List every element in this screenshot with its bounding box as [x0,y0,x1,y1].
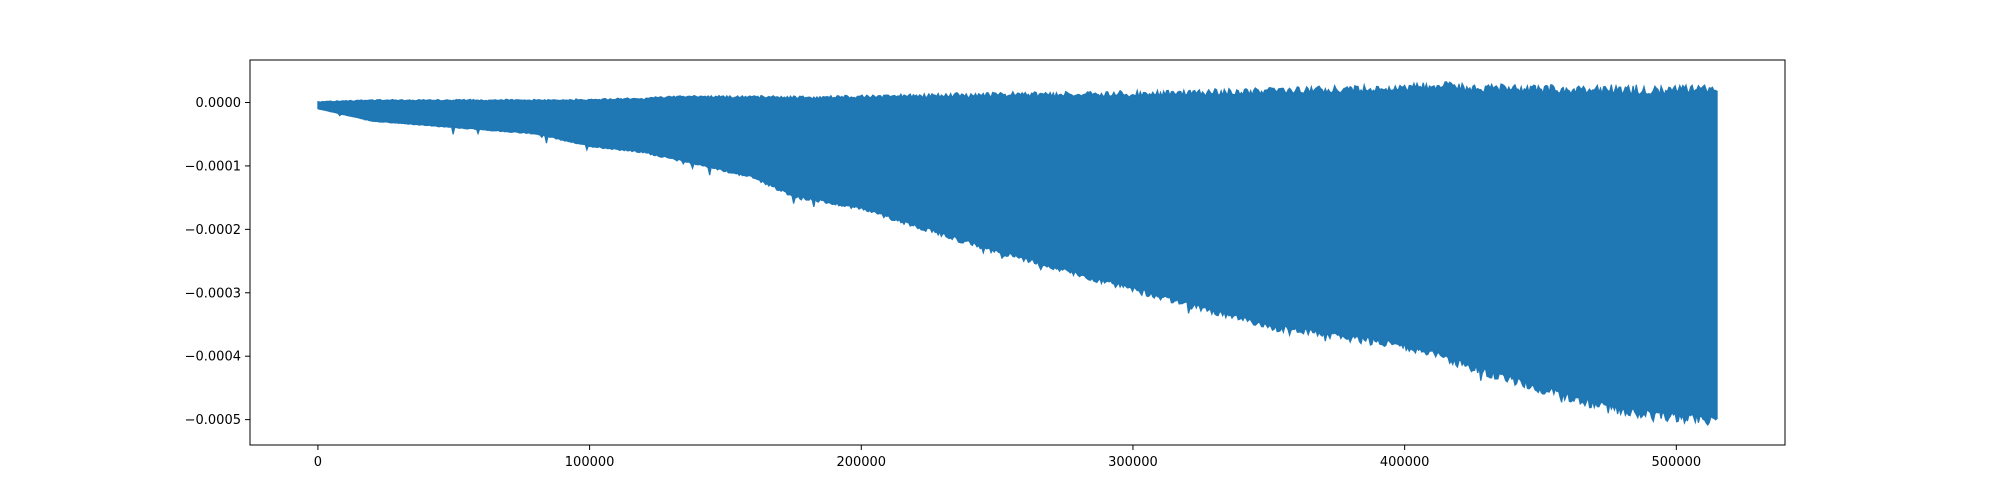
plot-area [317,81,1718,426]
x-tick-label: 400000 [1380,455,1430,470]
y-tick-label: 0.0000 [196,96,242,111]
y-tick-label: −0.0001 [185,159,241,174]
y-tick-label: −0.0002 [185,223,241,238]
y-tick-label: −0.0003 [185,286,241,301]
axes: 0 100000 200000 300000 400000 500000 0.0000 −0.… [185,59,1786,470]
y-tick-label: −0.0004 [185,350,241,365]
axes-frame [249,59,1786,446]
x-tick-label: 300000 [1108,455,1158,470]
x-tick-label: 200000 [836,455,886,470]
x-tick-label: 500000 [1652,455,1702,470]
series-0-waveform [317,81,1718,426]
y-tick-label: −0.0005 [185,413,241,428]
x-tick-label: 100000 [565,455,615,470]
x-tick-label: 0 [314,455,322,470]
